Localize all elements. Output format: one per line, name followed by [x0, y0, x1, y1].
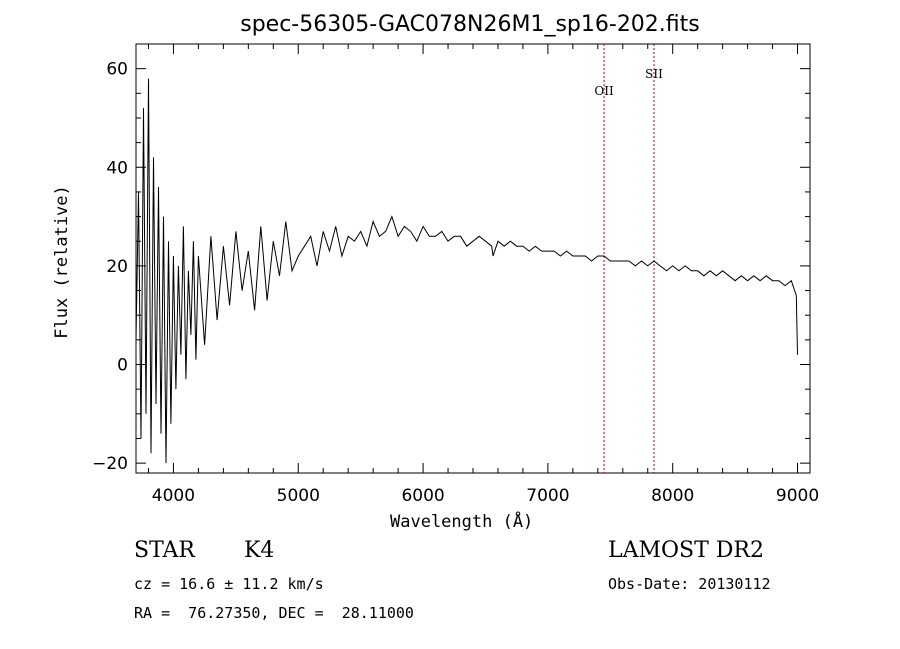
y-axis-label: Flux (relative): [52, 185, 72, 339]
x-tick-label: 5000: [277, 486, 320, 506]
x-tick-label: 6000: [401, 486, 444, 506]
x-axis-label: Wavelength (Å): [390, 512, 534, 532]
y-tick-label: 40: [106, 158, 128, 178]
y-tick-label: −20: [92, 454, 128, 474]
plot-frame: [135, 43, 811, 474]
x-tick-label: 9000: [776, 486, 819, 506]
y-tick-label: 0: [117, 356, 128, 376]
coords-label: RA = 76.27350, DEC = 28.11000: [134, 604, 414, 622]
y-axis-ticks: −20 0 20 40 60: [92, 43, 810, 474]
cz-label: cz = 16.6 ± 11.2 km/s: [134, 575, 324, 593]
chart-title: spec-56305-GAC078N26M1_sp16-202.fits: [240, 12, 700, 37]
subclass-label: K4: [244, 538, 275, 563]
obs-date-label: Obs-Date: 20130112: [608, 575, 771, 593]
series-group: [135, 78, 798, 464]
annotation-label: OII: [594, 84, 614, 98]
line-annotations: OII SII: [594, 44, 663, 473]
y-tick-label: 60: [106, 60, 128, 80]
survey-label: LAMOST DR2: [608, 538, 764, 563]
x-tick-label: 4000: [152, 486, 195, 506]
y-tick-label: 20: [106, 257, 128, 277]
series-line: [135, 78, 798, 464]
x-tick-label: 8000: [651, 486, 694, 506]
x-axis-ticks: 4000 5000 6000 7000 8000 9000: [147, 44, 819, 506]
class-label: STAR: [134, 538, 195, 563]
x-tick-label: 7000: [526, 486, 569, 506]
annotation-label: SII: [645, 67, 663, 81]
